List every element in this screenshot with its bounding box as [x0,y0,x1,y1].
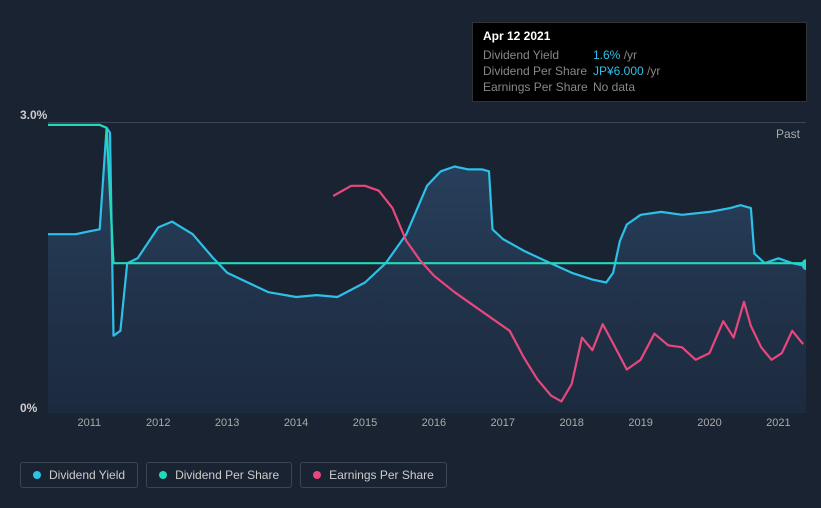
x-axis: 2011 2012 2013 2014 2015 2016 2017 2018 2019 2020… [48,417,806,443]
x-tick: 2019 [621,417,661,429]
legend-dot-icon [159,471,167,479]
x-tick: 2012 [138,417,178,429]
x-tick: 2018 [552,417,592,429]
x-tick: 2016 [414,417,454,429]
chart-svg [48,123,806,413]
tooltip-label: Dividend Per Share [483,64,593,78]
legend-label: Dividend Yield [49,468,125,482]
x-tick: 2021 [758,417,798,429]
x-tick: 2013 [207,417,247,429]
legend-dot-icon [33,471,41,479]
tooltip-value: No data [593,80,635,94]
tooltip-row: Dividend Per ShareJP¥6.000 /yr [483,63,796,79]
tooltip-value: 1.6% /yr [593,48,637,62]
x-tick: 2014 [276,417,316,429]
tooltip-date: Apr 12 2021 [483,29,796,43]
legend-item[interactable]: Earnings Per Share [300,462,447,488]
tooltip-row: Earnings Per ShareNo data [483,79,796,95]
x-tick: 2011 [69,417,109,429]
past-label: Past [776,127,800,141]
plot-area[interactable]: Past [48,122,806,412]
legend-dot-icon [313,471,321,479]
x-tick: 2017 [483,417,523,429]
y-axis-max: 3.0% [20,108,47,122]
x-tick: 2020 [690,417,730,429]
hover-tooltip: Apr 12 2021 Dividend Yield1.6% /yrDivide… [472,22,807,102]
legend: Dividend Yield Dividend Per Share Earnings… [20,462,447,488]
legend-item[interactable]: Dividend Per Share [146,462,292,488]
series-area [48,128,806,413]
y-axis-min: 0% [20,401,37,415]
tooltip-label: Earnings Per Share [483,80,593,94]
tooltip-row: Dividend Yield1.6% /yr [483,47,796,63]
tooltip-label: Dividend Yield [483,48,593,62]
chart-container: 3.0% 0% Past 201120122013201420152016201… [20,108,810,443]
legend-label: Dividend Per Share [175,468,279,482]
legend-item[interactable]: Dividend Yield [20,462,138,488]
tooltip-value: JP¥6.000 /yr [593,64,660,78]
legend-label: Earnings Per Share [329,468,434,482]
x-tick: 2015 [345,417,385,429]
